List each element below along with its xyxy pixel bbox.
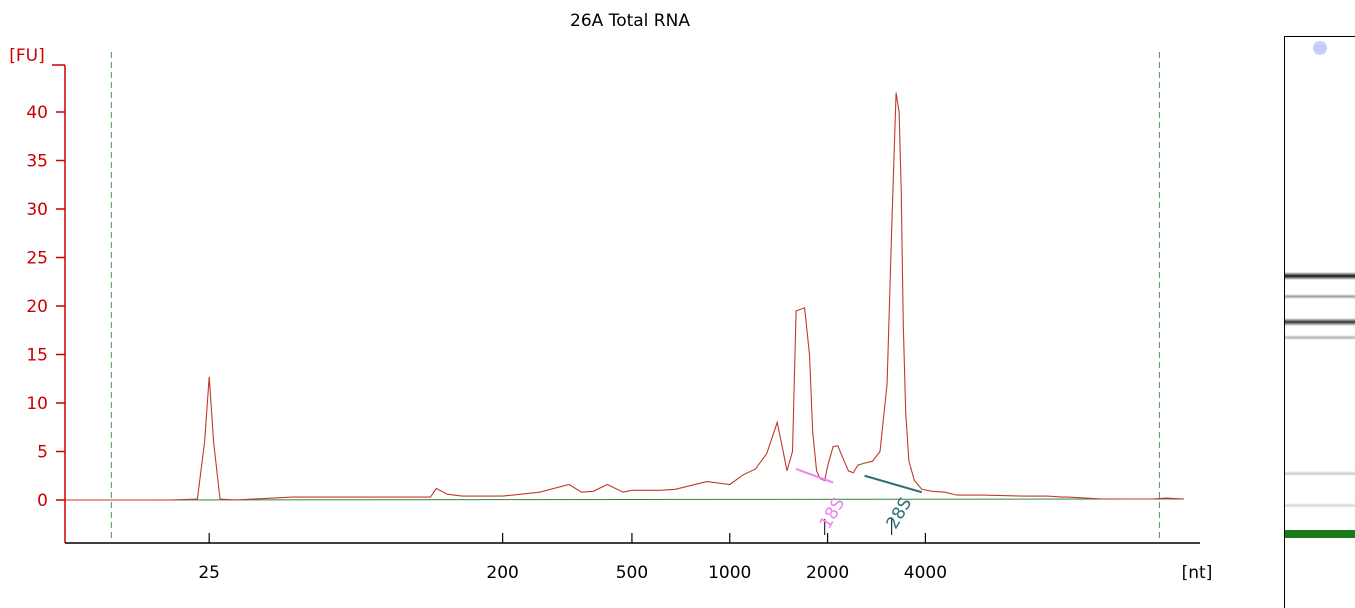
- x-axis-label: [nt]: [1182, 563, 1213, 583]
- y-tick-label: 25: [26, 249, 48, 269]
- x-tick-label: 500: [616, 563, 648, 583]
- x-axis: [nt] 25 200 500 1000 2000 4000: [65, 533, 1212, 583]
- gel-dot-icon: [1313, 41, 1327, 55]
- y-tick-label: 0: [37, 491, 48, 511]
- x-tick-label: 200: [486, 563, 518, 583]
- chart-title: 26A Total RNA: [570, 11, 690, 31]
- y-tick-label: 5: [37, 443, 48, 463]
- gel-band: [1285, 471, 1355, 477]
- x-tick-label: 4000: [904, 563, 947, 583]
- gel-band: [1285, 293, 1355, 299]
- gel-lane: [1284, 36, 1355, 608]
- y-tick-label: 35: [26, 152, 48, 172]
- marker-lines: [110, 52, 1160, 538]
- series-line: [65, 92, 1185, 501]
- series-layer: [64, 92, 1185, 501]
- peak-baseline: [795, 468, 834, 484]
- y-axis-label: [FU]: [9, 46, 45, 66]
- gel-band: [1285, 272, 1355, 281]
- series-line: [64, 498, 1185, 501]
- peak-label: 28S: [883, 494, 917, 532]
- y-tick-label: 30: [26, 200, 48, 220]
- gel-band: [1285, 529, 1355, 538]
- peak-baselines: [795, 468, 923, 494]
- electropherogram: 26A Total RNA [FU] 0 5 10 15 20 25 30 35 40 [nt]…: [9, 11, 1212, 583]
- y-axis: [FU] 0 5 10 15 20 25 30 35 40: [9, 46, 66, 543]
- peak-labels: 18S 28S: [816, 494, 916, 535]
- x-tick-label: 2000: [806, 563, 849, 583]
- gel-band: [1285, 317, 1355, 326]
- peak-baseline: [864, 474, 923, 494]
- peak-label: 18S: [816, 494, 850, 532]
- y-tick-label: 20: [26, 297, 48, 317]
- y-tick-label: 10: [26, 394, 48, 414]
- x-tick-label: 1000: [708, 563, 751, 583]
- x-tick-label: 25: [198, 563, 220, 583]
- y-tick-label: 40: [26, 103, 48, 123]
- gel-band: [1285, 502, 1355, 508]
- y-tick-label: 15: [26, 346, 48, 366]
- gel-band: [1285, 335, 1355, 341]
